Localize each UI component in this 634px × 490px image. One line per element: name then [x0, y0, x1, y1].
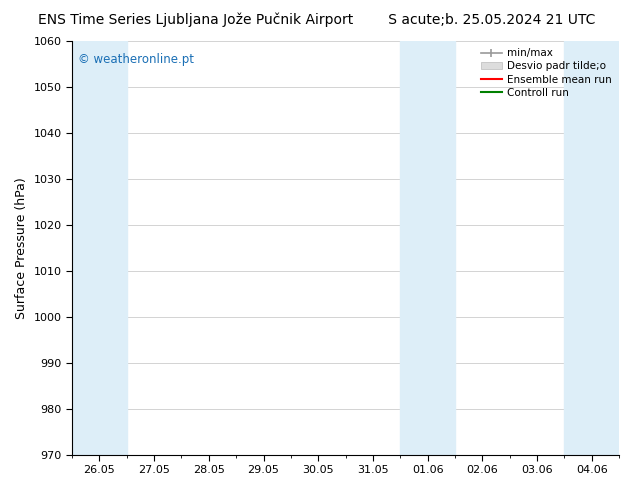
Bar — [564, 41, 619, 455]
Bar — [72, 41, 127, 455]
Legend: min/max, Desvio padr tilde;o, Ensemble mean run, Controll run: min/max, Desvio padr tilde;o, Ensemble m… — [477, 44, 616, 102]
Bar — [400, 41, 455, 455]
Y-axis label: Surface Pressure (hPa): Surface Pressure (hPa) — [15, 177, 28, 318]
Text: © weatheronline.pt: © weatheronline.pt — [77, 53, 193, 67]
Text: ENS Time Series Ljubljana Jože Pučnik Airport        S acute;b. 25.05.2024 21 UT: ENS Time Series Ljubljana Jože Pučnik Ai… — [38, 12, 596, 27]
